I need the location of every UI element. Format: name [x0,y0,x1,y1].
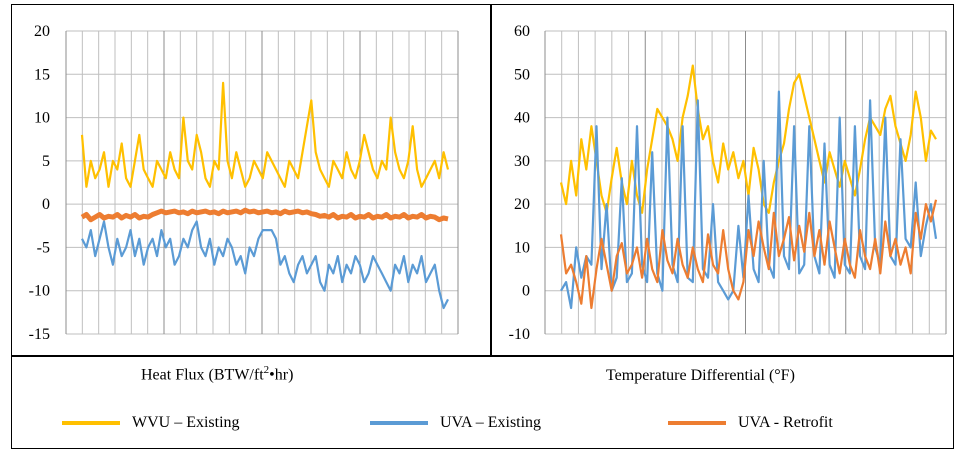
legend-label-retrofit: UVA - Retrofit [738,414,833,431]
y-tick-label: 20 [514,196,530,213]
y-tick-label: 5 [42,153,50,170]
legend-swatch-uva [370,421,428,425]
y-tick-label: 20 [34,23,50,40]
y-tick-label: -10 [509,326,530,343]
temperature-axis-label: Temperature Differential (°F) [606,367,795,384]
series-line-uva-retrofit [559,199,938,310]
y-tick-label: -10 [29,283,50,300]
figure-frame [11,4,954,449]
series-line-uva-existing [560,90,938,310]
y-tick-label: 50 [514,66,530,83]
series-line-uva-existing [81,220,449,310]
legend-item-uva-existing: UVA – Existing [370,414,541,432]
y-tick-label: 15 [34,66,50,83]
legend-item-wvu-existing: WVU – Existing [62,414,240,432]
legend-divider [11,355,954,357]
y-tick-label: -15 [29,326,50,343]
legend-swatch-wvu [62,421,120,425]
y-tick-label: 40 [514,110,530,127]
series-line-wvu-existing [559,64,937,214]
y-tick-label: 10 [34,110,50,127]
y-tick-label: 60 [514,23,530,40]
series-line-wvu-existing [80,81,450,188]
y-tick-label: 0 [522,283,530,300]
legend-label-wvu: WVU – Existing [132,414,240,431]
y-tick-label: 10 [514,239,530,256]
legend-swatch-retrofit [668,421,726,425]
series-line-uva-retrofit [80,207,449,223]
legend-label-uva: UVA – Existing [440,414,542,431]
y-tick-label: 0 [42,196,50,213]
panel-divider [490,4,492,356]
y-tick-label: 30 [514,153,530,170]
legend-item-uva-retrofit: UVA - Retrofit [668,414,833,432]
y-tick-label: -5 [37,239,50,256]
heat-flux-axis-label: Heat Flux (BTW/ft2•hr) [141,364,294,384]
